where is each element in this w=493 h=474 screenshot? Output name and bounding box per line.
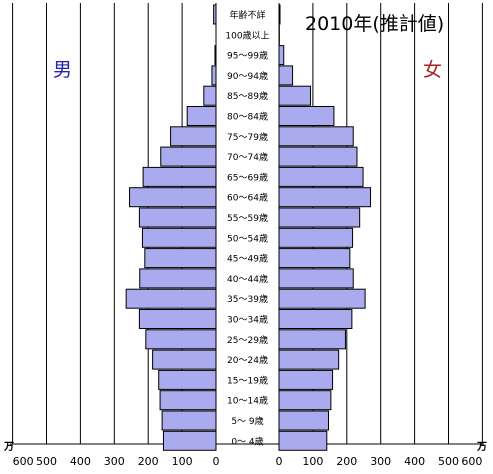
bar-female-16 (278, 329, 346, 350)
x-tick-label-12: 500 (438, 455, 459, 468)
x-tick-label-3: 300 (104, 455, 125, 468)
age-label-4: 85～89歳 (227, 90, 268, 102)
bar-female-11 (278, 227, 354, 248)
bar-male-2 (214, 45, 217, 66)
bar-male-9 (129, 187, 217, 208)
age-label-11: 50～54歳 (227, 232, 268, 244)
age-label-7: 70～74歳 (227, 151, 268, 163)
female-label: 女 (423, 59, 442, 81)
bar-male-6 (170, 126, 217, 147)
x-tick-label-1: 500 (36, 455, 57, 468)
bar-male-13 (139, 268, 217, 289)
age-label-20: 5～ 9歳 (231, 415, 263, 427)
bar-female-15 (278, 309, 353, 329)
bar-female-9 (278, 187, 372, 208)
age-label-8: 65～69歳 (227, 171, 268, 183)
x-tick-label-2: 400 (70, 455, 91, 468)
bar-male-21 (162, 430, 217, 451)
bar-female-4 (278, 85, 312, 106)
unit-label-right: 万 (476, 441, 487, 453)
bar-male-10 (138, 207, 217, 228)
age-label-12: 45～49歳 (227, 253, 268, 265)
bar-female-2 (278, 45, 285, 66)
bar-female-8 (278, 166, 364, 187)
age-label-14: 35～39歳 (227, 293, 268, 305)
x-tick-label-9: 200 (336, 455, 357, 468)
x-axis-ticks: 600 500 400 300 200 100 0 0 100 200 300 400 500 600 (13, 455, 483, 468)
age-label-5: 80～84歳 (227, 111, 268, 123)
bar-female-0 (278, 4, 281, 25)
age-label-15: 30～34歳 (227, 314, 268, 326)
bar-female-6 (278, 126, 354, 147)
x-tick-label-10: 300 (370, 455, 391, 468)
bar-female-7 (278, 146, 358, 167)
bar-female-20 (278, 410, 329, 431)
bar-female-5 (278, 106, 335, 126)
age-label-17: 20～24歳 (227, 354, 268, 366)
bars (125, 4, 372, 451)
bar-male-3 (211, 65, 217, 86)
bar-female-17 (278, 349, 340, 370)
bar-female-13 (278, 268, 354, 289)
bar-male-5 (186, 106, 217, 126)
x-tick-label-11: 400 (404, 455, 425, 468)
bar-male-20 (161, 410, 217, 431)
bar-male-15 (138, 309, 217, 329)
bar-male-0 (213, 4, 217, 25)
age-label-21: 0～ 4歳 (231, 435, 263, 447)
bar-female-10 (278, 207, 361, 228)
bar-female-12 (278, 248, 351, 269)
chart-title: 2010年(推計値) (305, 13, 444, 35)
x-tick-label-7: 0 (276, 455, 283, 468)
x-tick-label-6: 0 (213, 455, 220, 468)
male-label: 男 (53, 59, 72, 81)
age-label-10: 55～59歳 (227, 212, 268, 224)
bar-male-14 (125, 288, 217, 309)
bar-female-18 (278, 369, 334, 390)
bar-male-16 (145, 329, 217, 350)
bar-male-12 (144, 248, 217, 269)
bar-female-19 (278, 390, 332, 411)
age-label-19: 10～14歳 (227, 395, 268, 407)
x-tick-label-13: 600 (461, 455, 482, 468)
age-label-9: 60～64歳 (227, 192, 268, 204)
unit-label-left: 万 (3, 441, 14, 453)
x-tick-label-4: 200 (138, 455, 159, 468)
bar-female-21 (278, 430, 328, 451)
bar-male-17 (152, 349, 217, 370)
bar-male-7 (160, 146, 217, 167)
age-label-0: 年齢不詳 (229, 9, 265, 21)
age-label-3: 90～94歳 (227, 70, 268, 82)
bar-male-11 (141, 227, 217, 248)
age-label-16: 25～29歳 (227, 334, 268, 346)
bar-female-14 (278, 288, 366, 309)
age-label-18: 15～19歳 (227, 374, 268, 386)
age-label-1: 100歳以上 (225, 29, 269, 41)
bar-male-18 (158, 369, 217, 390)
age-label-13: 40～44歳 (227, 273, 268, 285)
x-tick-label-5: 100 (172, 455, 193, 468)
bar-male-4 (203, 85, 217, 106)
age-label-2: 95～99歳 (227, 50, 268, 62)
x-tick-label-0: 600 (13, 455, 34, 468)
bar-male-8 (142, 166, 217, 187)
age-label-6: 75～79歳 (227, 131, 268, 143)
age-labels: 年齢不詳 100歳以上 95～99歳 90～94歳 85～89歳 80～84歳 75～79歳… (225, 9, 269, 447)
x-tick-label-8: 100 (302, 455, 323, 468)
bar-female-3 (278, 65, 294, 86)
bar-male-19 (159, 390, 217, 411)
